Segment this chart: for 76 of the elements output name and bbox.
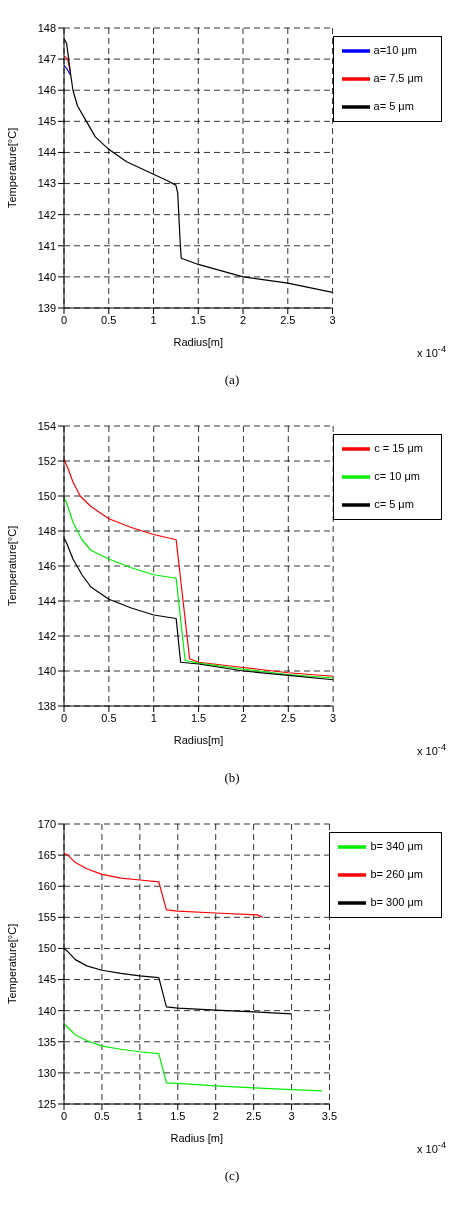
text: (b) [223, 770, 241, 786]
y-tick-label: 142 [37, 629, 56, 642]
line-series [64, 1023, 323, 1092]
y-tick-label: 148 [37, 524, 56, 537]
text: x 10$^{-4}$ [417, 344, 446, 359]
line-series [64, 852, 264, 918]
x-tick-label: 1.5 [190, 711, 207, 724]
x-tick-label: 3 [330, 711, 337, 724]
legend-label: a=10 μm [373, 43, 417, 56]
y-tick-label: 143 [37, 177, 56, 190]
y-tick-label: 145 [37, 115, 56, 128]
x-tick-label: 3 [329, 313, 336, 326]
x-axis-title: Radius [m] [170, 1132, 224, 1144]
y-tick-label: 141 [37, 239, 56, 252]
legend-label: b= 340 μm [370, 839, 423, 852]
y-tick-label: 144 [37, 146, 56, 159]
y-tick-label: 140 [37, 1004, 56, 1017]
legend-label: b= 260 μm [370, 867, 423, 880]
text: x 10$^{-4}$ [417, 742, 446, 757]
text: x 10$^{-4}$ [417, 1140, 446, 1155]
x-tick-label: 0 [60, 711, 68, 724]
legend-label: a= 5 μm [373, 99, 414, 112]
y-tick-label: 160 [37, 880, 56, 893]
y-axis-title: Temperature[°C] [5, 525, 18, 606]
y-tick-label: 155 [37, 911, 56, 924]
y-axis-title: Temperature[°C] [5, 923, 18, 1004]
x-tick-label: 1.5 [170, 1109, 186, 1122]
y-tick-label: 148 [37, 21, 56, 34]
y-tick-label: 154 [37, 419, 56, 432]
x-axis-title: Radius[m] [173, 336, 224, 348]
x-tick-label: 1 [136, 1109, 143, 1122]
y-tick-label: 150 [37, 942, 56, 955]
y-tick-label: 130 [37, 1066, 56, 1079]
x-tick-label: 3 [288, 1109, 295, 1122]
x-tick-label: 0.5 [101, 711, 117, 724]
y-tick-label: 150 [37, 489, 56, 502]
legend-label: c= 5 μm [374, 497, 414, 510]
legend-label: b= 300 μm [370, 895, 423, 908]
x-tick-label: 2.5 [280, 313, 296, 326]
y-tick-label: 146 [37, 559, 56, 572]
x-axis-title: Radius[m] [173, 734, 224, 746]
x-tick-label: 2.5 [280, 711, 296, 724]
x-tick-label: 0.5 [94, 1109, 110, 1122]
y-tick-label: 140 [37, 664, 56, 677]
y-tick-label: 146 [37, 84, 56, 97]
x-tick-label: 0 [60, 313, 68, 326]
y-tick-label: 140 [37, 270, 56, 283]
y-tick-label: 145 [37, 973, 56, 986]
x-tick-label: 0 [60, 1109, 68, 1122]
y-tick-label: 170 [37, 817, 56, 830]
y-tick-label: 147 [37, 53, 56, 66]
legend-label: c = 15 μm [374, 441, 423, 454]
y-tick-label: 144 [37, 594, 56, 607]
x-tick-label: 1 [150, 711, 157, 724]
y-axis-title: Temperature[°C] [5, 127, 18, 208]
x-tick-label: 3.5 [321, 1109, 338, 1122]
x-tick-label: 2.5 [245, 1109, 262, 1122]
y-tick-label: 138 [37, 699, 56, 712]
text: (c) [223, 1168, 241, 1184]
x-tick-label: 2 [212, 1109, 219, 1122]
x-tick-label: 1 [150, 313, 157, 326]
line-series [64, 497, 334, 679]
x-tick-label: 2 [239, 313, 247, 326]
y-tick-label: 142 [37, 208, 56, 221]
y-tick-label: 165 [37, 849, 56, 862]
x-tick-label: 1.5 [190, 313, 206, 326]
x-tick-label: 0.5 [101, 313, 117, 326]
legend-label: c= 10 μm [374, 469, 420, 482]
legend-label: a= 7.5 μm [373, 71, 423, 84]
line-series [64, 458, 334, 677]
text: (a) [223, 372, 241, 388]
y-tick-label: 139 [37, 301, 56, 314]
y-tick-label: 135 [37, 1035, 56, 1048]
x-tick-label: 2 [240, 711, 247, 724]
y-tick-label: 152 [37, 454, 56, 467]
y-tick-label: 125 [37, 1097, 56, 1110]
